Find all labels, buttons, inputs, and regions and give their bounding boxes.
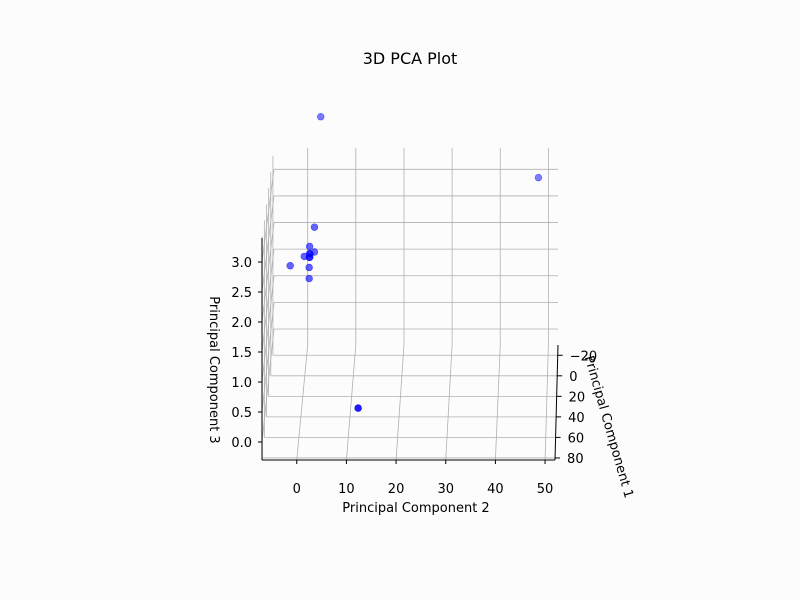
data-point bbox=[534, 173, 543, 182]
z-tick-label: 2.0 bbox=[231, 316, 252, 331]
z-tick-label: 0.5 bbox=[231, 406, 252, 421]
data-points bbox=[286, 113, 543, 412]
data-point bbox=[317, 113, 325, 121]
z-tick-label: 0.0 bbox=[231, 436, 252, 451]
data-point bbox=[310, 223, 319, 231]
z-tick-label: 3.0 bbox=[231, 256, 252, 271]
depth-tick-label: 60 bbox=[568, 431, 585, 446]
z-tick-label: 1.0 bbox=[231, 376, 252, 391]
grid-line bbox=[261, 275, 275, 383]
grid-line bbox=[261, 169, 275, 263]
grid-line bbox=[346, 344, 357, 461]
x-tick-label: 10 bbox=[338, 482, 355, 497]
x-tick-label: 0 bbox=[293, 482, 301, 497]
data-point bbox=[286, 261, 294, 270]
grid-line bbox=[261, 195, 275, 293]
grid-line bbox=[261, 328, 275, 443]
depth-tick-label: 0 bbox=[569, 370, 577, 385]
depth-axis-label: Principal Component 1 bbox=[581, 354, 636, 500]
grid-line bbox=[445, 344, 453, 461]
grid-line bbox=[495, 344, 501, 461]
depth-tick-label: 80 bbox=[567, 452, 584, 467]
x-tick-label: 50 bbox=[537, 482, 554, 497]
depth-axis-line bbox=[554, 344, 559, 461]
data-point bbox=[305, 274, 313, 283]
depth-tick-label: 40 bbox=[568, 411, 585, 426]
x-tick-label: 40 bbox=[487, 482, 504, 497]
z-axis-label: Principal Component 3 bbox=[206, 296, 221, 443]
z-tick-label: 2.5 bbox=[231, 286, 252, 301]
grid-lines bbox=[261, 148, 558, 461]
x-tick-label: 20 bbox=[388, 482, 405, 497]
data-point bbox=[305, 263, 313, 272]
axes bbox=[261, 238, 559, 461]
data-point bbox=[306, 253, 314, 261]
x-tick-label: 30 bbox=[437, 482, 454, 497]
z-tick-label: 1.5 bbox=[231, 346, 252, 361]
grid-line bbox=[395, 344, 405, 461]
data-point bbox=[354, 404, 362, 412]
grid-line bbox=[544, 344, 549, 461]
tick-labels: 0 10 20 30 40 50 0.0 0.5 1.0 1.5 2.0 2.5 3.0 −20 0 20 40… bbox=[231, 256, 597, 497]
chart-title: 3D PCA Plot bbox=[363, 49, 458, 68]
grid-line bbox=[261, 302, 275, 413]
grid-line bbox=[296, 344, 309, 461]
depth-tick-label: 20 bbox=[569, 390, 586, 405]
x-axis-label: Principal Component 2 bbox=[342, 501, 489, 516]
depth-tick-label: −20 bbox=[570, 349, 597, 364]
data-point bbox=[305, 242, 314, 251]
grid-line bbox=[261, 222, 275, 323]
grid-line bbox=[261, 249, 275, 353]
